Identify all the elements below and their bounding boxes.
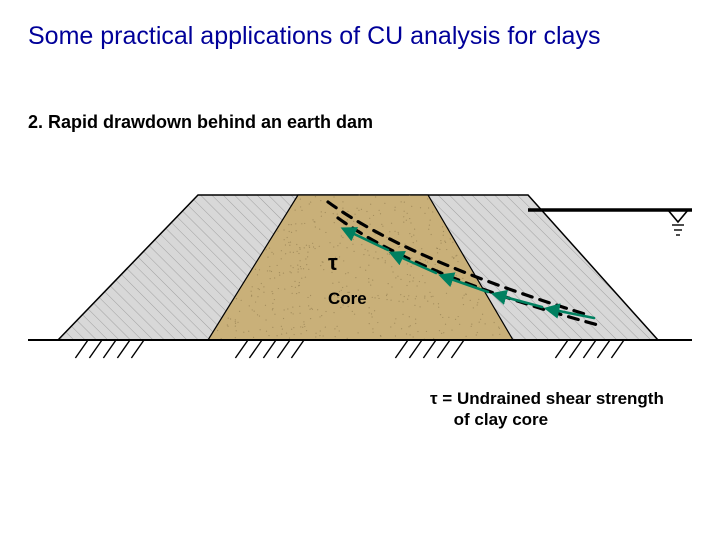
tau-label: τ (328, 250, 338, 275)
subtitle: 2. Rapid drawdown behind an earth dam (28, 112, 373, 133)
core-label: Core (328, 289, 367, 308)
dam-diagram: τ Core (28, 170, 692, 370)
legend: τ = Undrained shear strength of clay cor… (430, 388, 664, 431)
dam-svg: τ Core (28, 170, 692, 370)
legend-line2: of clay core (454, 410, 549, 429)
page-title: Some practical applications of CU analys… (28, 20, 668, 53)
legend-line1: τ = Undrained shear strength (430, 389, 664, 408)
